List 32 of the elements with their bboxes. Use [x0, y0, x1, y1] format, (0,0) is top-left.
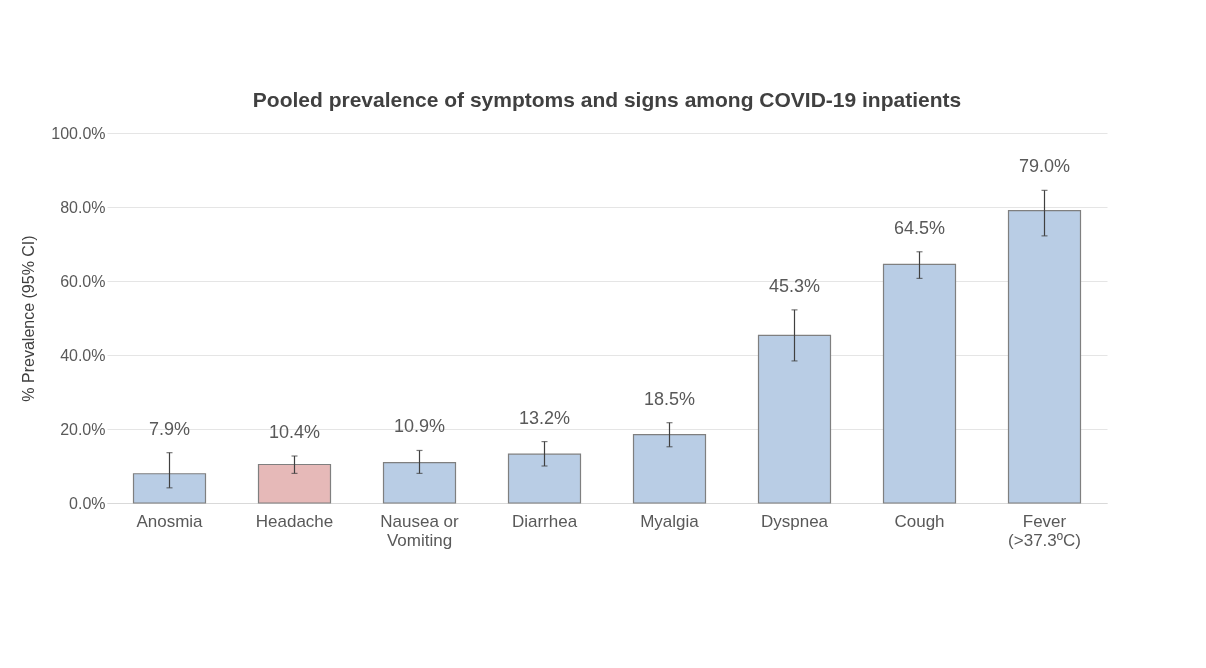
y-tick-label: 0.0%	[69, 494, 106, 512]
bar	[1007, 210, 1082, 504]
bar	[632, 433, 707, 504]
x-tick-label: Diarrhea	[511, 511, 578, 531]
data-label: 18.5%	[643, 388, 696, 409]
x-tick-label: Fever (>37.3ºC)	[1008, 511, 1081, 550]
x-tick-label: Dyspnea	[760, 511, 829, 531]
x-tick-label: Headache	[255, 511, 334, 531]
x-tick-label: Nausea or Vomiting	[380, 511, 460, 550]
x-tick-label: Anosmia	[136, 511, 204, 531]
y-axis-title: % Prevalence (95% CI)	[20, 235, 38, 402]
y-tick-label: 100.0%	[51, 124, 106, 142]
bar	[757, 334, 832, 504]
y-tick-label: 80.0%	[60, 198, 106, 216]
data-label: 7.9%	[148, 418, 191, 439]
data-label: 13.2%	[518, 407, 571, 428]
chart-title: Pooled prevalence of symptoms and signs among COVID-19 inpatients	[252, 88, 962, 111]
x-tick-label: Myalgia	[640, 511, 700, 531]
bar	[132, 473, 207, 504]
x-tick-label: Cough	[894, 511, 945, 531]
bar	[257, 463, 332, 504]
data-label: 79.0%	[1018, 156, 1071, 177]
data-label: 10.9%	[393, 416, 446, 437]
data-label: 10.4%	[268, 422, 321, 443]
y-tick-label: 40.0%	[60, 346, 106, 364]
bar	[882, 263, 957, 504]
bar	[382, 462, 457, 504]
y-tick-label: 60.0%	[60, 272, 106, 290]
data-label: 64.5%	[893, 217, 946, 238]
data-label: 45.3%	[768, 275, 821, 296]
bar	[507, 453, 582, 504]
y-tick-label: 20.0%	[60, 420, 106, 438]
